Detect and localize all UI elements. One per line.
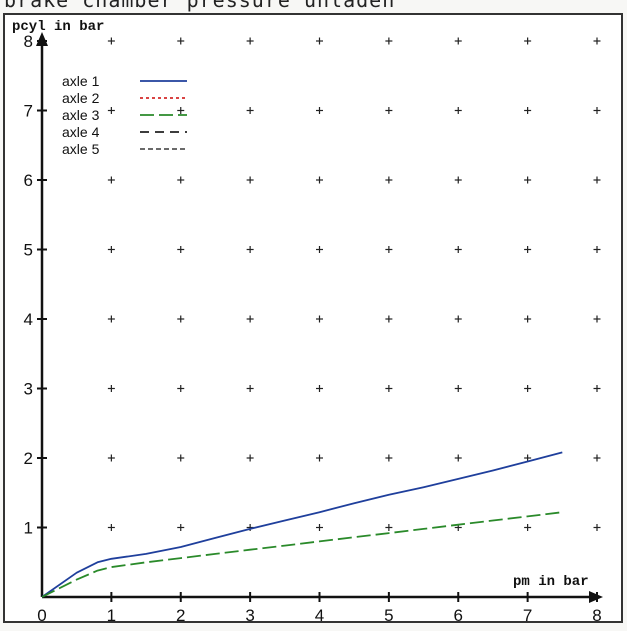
grid-plus-marker [246,107,254,114]
grid-plus-marker [316,524,323,531]
y-tick-label: 6 [24,171,33,190]
grid-plus-marker [593,176,601,184]
grid-plus-marker [454,454,462,462]
legend-label: axle 2 [62,90,100,106]
grid-plus-marker [107,176,115,184]
grid-plus-marker [385,454,393,462]
grid-plus-marker [524,524,532,531]
grid-plus-marker [454,37,462,45]
grid-plus-marker [316,454,323,462]
x-tick-label: 1 [107,606,116,625]
grid-plus-marker [177,37,185,45]
grid-plus-marker [107,107,115,114]
grid-plus-marker [177,246,185,253]
grid-markers [107,37,601,531]
grid-plus-marker [246,37,254,45]
y-tick-label: 8 [24,32,33,51]
y-tick-label: 1 [24,519,33,538]
grid-plus-marker [454,107,462,114]
series-line-axle-3 [41,511,563,598]
grid-plus-marker [177,315,185,323]
y-axis-arrow [36,32,48,46]
grid-plus-marker [385,315,393,323]
grid-plus-marker [107,524,115,531]
grid-plus-marker [177,107,185,114]
grid-plus-marker [524,176,532,184]
grid-plus-marker [593,107,601,114]
grid-plus-marker [593,385,601,392]
x-tick-label: 4 [315,606,324,625]
legend-label: axle 5 [62,141,100,157]
grid-plus-marker [385,385,393,392]
y-tick-label: 5 [24,241,33,260]
series-line-axle-1 [41,451,563,598]
x-tick-label: 5 [384,606,393,625]
grid-plus-marker [107,315,115,323]
page-title: brake chamber pressure unladen [4,0,396,12]
x-axis-label: pm in bar [513,574,589,590]
grid-plus-marker [524,107,532,114]
grid-plus-marker [454,385,462,392]
y-axis-label: pcyl in bar [12,19,104,35]
x-tick-label: 8 [592,606,601,625]
series-lines [41,451,563,598]
grid-plus-marker [177,385,185,392]
legend-label: axle 1 [62,73,100,89]
plot-frame [3,13,623,623]
grid-plus-marker [593,315,601,323]
grid-plus-marker [107,246,115,253]
grid-plus-marker [107,37,115,45]
x-tick-label: 6 [454,606,463,625]
y-tick-label: 3 [24,380,33,399]
y-tick-label: 4 [24,310,33,329]
y-tick-label: 2 [24,449,33,468]
grid-plus-marker [385,246,393,253]
grid-plus-marker [385,107,393,114]
grid-plus-marker [246,315,254,323]
grid-plus-marker [385,176,393,184]
grid-plus-marker [524,315,532,323]
grid-plus-marker [524,385,532,392]
grid-plus-marker [524,454,532,462]
grid-plus-marker [246,385,254,392]
grid-plus-marker [524,246,532,253]
grid-plus-marker [454,315,462,323]
grid-plus-marker [385,524,393,531]
grid-plus-marker [177,454,185,462]
grid-plus-marker [246,246,254,253]
x-tick-label: 0 [37,606,46,625]
grid-plus-marker [177,176,185,184]
grid-plus-marker [385,37,393,45]
grid-plus-marker [454,176,462,184]
legend-label: axle 4 [62,124,100,140]
grid-plus-marker [454,246,462,253]
grid-plus-marker [593,454,601,462]
x-tick-label: 2 [176,606,185,625]
grid-plus-marker [316,385,323,392]
grid-plus-marker [316,107,323,114]
grid-plus-marker [593,37,601,45]
grid-plus-marker [246,176,254,184]
legend-label: axle 3 [62,107,100,123]
grid-plus-marker [107,454,115,462]
y-tick-label: 7 [24,102,33,121]
grid-plus-marker [593,246,601,253]
grid-plus-marker [316,176,323,184]
grid-plus-marker [246,454,254,462]
grid-plus-marker [177,524,185,531]
grid-plus-marker [316,315,323,323]
grid-plus-marker [107,385,115,392]
grid-plus-marker [316,37,323,45]
x-tick-label: 3 [245,606,254,625]
grid-plus-marker [593,524,601,531]
x-tick-label: 7 [523,606,532,625]
grid-plus-marker [524,37,532,45]
grid-plus-marker [316,246,323,253]
